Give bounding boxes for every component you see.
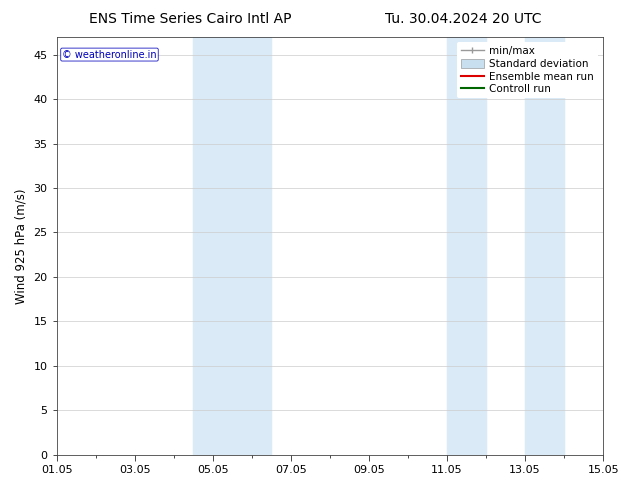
Text: Tu. 30.04.2024 20 UTC: Tu. 30.04.2024 20 UTC xyxy=(385,12,541,26)
Legend: min/max, Standard deviation, Ensemble mean run, Controll run: min/max, Standard deviation, Ensemble me… xyxy=(456,42,598,98)
Bar xyxy=(193,37,271,455)
Bar xyxy=(447,37,486,455)
Bar xyxy=(525,37,564,455)
Y-axis label: Wind 925 hPa (m/s): Wind 925 hPa (m/s) xyxy=(15,188,28,304)
Text: © weatheronline.in: © weatheronline.in xyxy=(62,49,157,60)
Text: ENS Time Series Cairo Intl AP: ENS Time Series Cairo Intl AP xyxy=(89,12,292,26)
